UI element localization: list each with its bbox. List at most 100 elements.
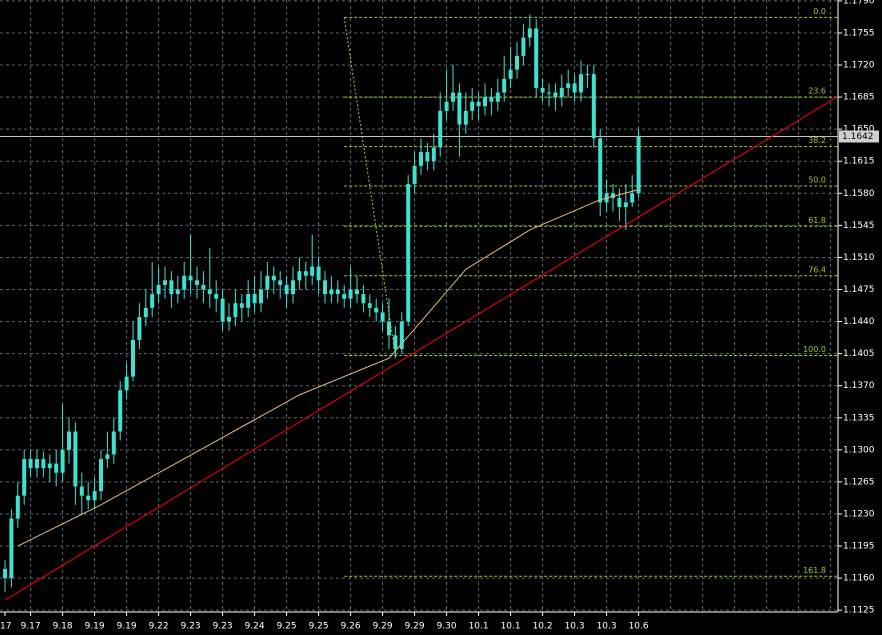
candle-body	[553, 92, 558, 98]
x-tick-label: 9.17	[21, 622, 41, 632]
candle-body	[284, 284, 289, 295]
candle-body	[163, 280, 167, 285]
x-tick-label: 9.22	[149, 622, 169, 632]
candle-body	[457, 92, 462, 125]
candle-body	[470, 101, 475, 111]
candle-body	[585, 74, 590, 76]
fibo-label: 76.4	[808, 265, 826, 274]
candle-body	[124, 376, 129, 391]
candle-body	[137, 316, 142, 340]
y-tick-label: 1.1580	[843, 189, 875, 199]
y-tick-label: 1.1615	[843, 157, 875, 167]
candle-body	[425, 152, 430, 162]
y-tick-label: 1.1300	[843, 445, 875, 455]
x-tick-label: 9.18	[53, 622, 73, 632]
candle-body	[3, 568, 7, 579]
candle-body	[611, 193, 615, 198]
candle-body	[265, 275, 270, 290]
candle-body	[111, 431, 116, 455]
candle-body	[412, 165, 417, 185]
candle-body	[521, 37, 526, 56]
y-tick-label: 1.1370	[843, 381, 875, 391]
candle-body	[220, 298, 225, 322]
y-tick-label: 1.1685	[843, 93, 875, 103]
y-tick-label: 1.1790	[843, 0, 875, 6]
fibo-trend	[343, 17, 396, 356]
candle-body	[227, 316, 231, 322]
x-tick-label: 9.23	[181, 622, 201, 632]
x-tick-label: 9.19	[85, 622, 105, 632]
candle-body	[41, 459, 46, 469]
candle-body	[367, 303, 372, 308]
candle-body	[598, 138, 603, 203]
candle-body	[28, 459, 33, 469]
candle-body	[73, 431, 78, 487]
moving-average	[17, 189, 639, 547]
candle-body	[323, 280, 327, 295]
candle-body	[15, 495, 20, 519]
candle-body	[86, 495, 91, 501]
x-tick-label: 9.25	[277, 622, 297, 632]
candle-body	[636, 136, 641, 194]
candle-body	[316, 266, 321, 281]
x-tick-label: 9.25	[309, 622, 329, 632]
x-tick-label: 9.19	[117, 622, 137, 632]
candle-body	[233, 303, 238, 317]
candle-body	[483, 97, 487, 107]
candle-body	[214, 294, 219, 299]
candle-body	[201, 284, 206, 290]
y-tick-label: 1.1405	[843, 349, 875, 359]
candle-body	[35, 459, 39, 469]
candle-body	[92, 491, 97, 501]
candle-body	[182, 275, 187, 290]
candle-body	[476, 101, 481, 107]
y-tick-label: 1.1475	[843, 285, 875, 295]
candle-body	[143, 307, 148, 317]
x-tick-label: 17	[0, 622, 11, 632]
y-tick-label: 1.1125	[843, 606, 875, 616]
candle-body	[246, 294, 251, 308]
fibo-label: 0.0	[813, 7, 826, 16]
candle-body	[540, 87, 545, 93]
candle-body	[406, 184, 411, 322]
candle-body	[502, 78, 507, 93]
trendline	[4, 96, 838, 601]
candle-body	[374, 307, 379, 313]
fibo-label: 38.2	[808, 136, 826, 145]
y-tick-label: 1.1160	[843, 574, 875, 584]
candle-body	[495, 92, 500, 102]
candle-body	[60, 449, 65, 473]
candle-body	[348, 289, 353, 299]
x-tick-label: 10.3	[565, 622, 585, 632]
candle-body	[380, 312, 385, 322]
candle-body	[393, 335, 398, 350]
candle-body	[175, 289, 180, 295]
fibo-label: 161.8	[803, 566, 826, 575]
y-tick-label: 1.1195	[843, 542, 875, 552]
candle-body	[67, 431, 71, 450]
candle-body	[387, 321, 391, 336]
y-tick-label: 1.1265	[843, 477, 875, 487]
candle-body	[342, 294, 347, 299]
candle-body	[310, 266, 315, 276]
candle-body	[131, 339, 135, 377]
candle-body	[572, 83, 577, 93]
x-tick-label: 10.1	[501, 622, 521, 632]
candle-body	[630, 193, 635, 203]
x-tick-label: 9.26	[341, 622, 361, 632]
y-tick-label: 1.1230	[843, 509, 875, 519]
fibo-label: 23.6	[808, 87, 826, 96]
candle-body	[239, 303, 244, 308]
candle-body	[259, 289, 263, 304]
price-box	[839, 130, 879, 143]
y-tick-label: 1.1545	[843, 221, 875, 231]
y-tick-label: 1.1510	[843, 253, 875, 263]
x-tick-label: 10.3	[597, 622, 617, 632]
y-tick-label: 1.1335	[843, 413, 875, 423]
candle-body	[534, 28, 539, 88]
price-box-label: 1.1642	[842, 132, 874, 142]
x-tick-label: 9.30	[437, 622, 457, 632]
candle-body	[451, 92, 455, 102]
candle-body	[444, 101, 449, 111]
candle-body	[105, 454, 110, 459]
